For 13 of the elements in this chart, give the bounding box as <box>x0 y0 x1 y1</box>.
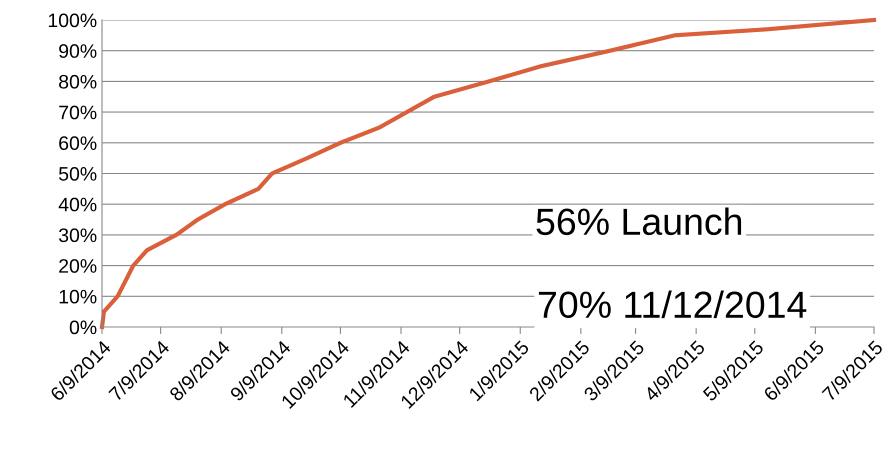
y-tick-label: 100% <box>48 13 96 28</box>
y-tick-label: 60% <box>59 136 96 150</box>
y-tick-label: 90% <box>59 44 96 58</box>
y-tick-label: 30% <box>58 228 96 242</box>
y-tick-label: 20% <box>59 259 96 273</box>
annotation: 56% Launch <box>536 208 742 236</box>
y-tick-label: 80% <box>59 74 96 89</box>
y-tick-label: 70% <box>59 106 96 120</box>
annotation: 70% 11/12/2014 <box>538 290 806 318</box>
y-tick-label: 40% <box>58 198 96 212</box>
y-tick-label: 10% <box>60 290 96 304</box>
y-tick-label: 50% <box>59 166 96 181</box>
y-tick-label: 0% <box>70 320 96 334</box>
